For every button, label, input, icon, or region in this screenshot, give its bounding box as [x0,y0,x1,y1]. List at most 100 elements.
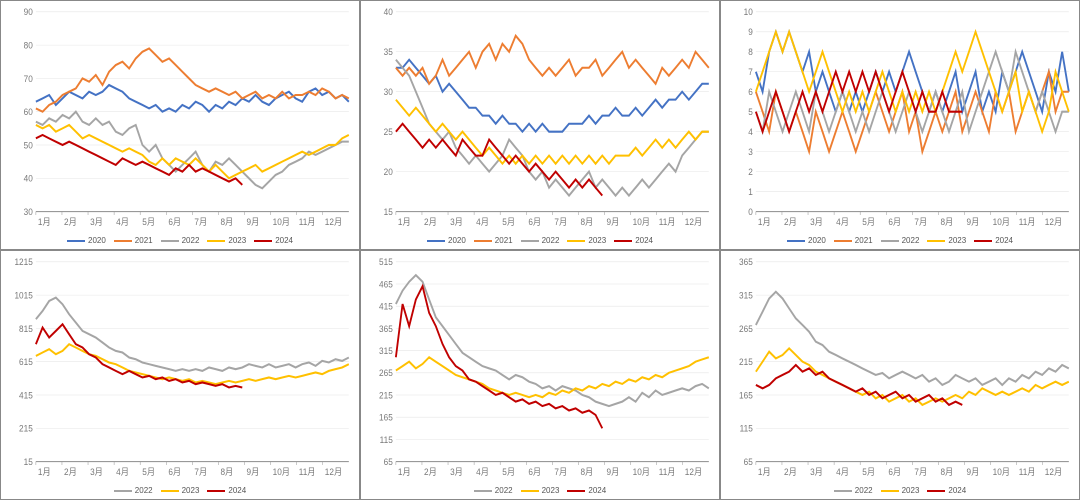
legend-label: 2023 [182,486,200,495]
svg-text:12月: 12月 [325,467,342,477]
svg-text:9月: 9月 [607,467,620,477]
svg-text:5月: 5月 [862,217,875,227]
legend-swatch [207,240,225,242]
svg-text:6月: 6月 [888,467,901,477]
svg-text:4月: 4月 [116,217,129,227]
legend-swatch [67,240,85,242]
legend-swatch [881,490,899,492]
chart-legend: 2022 2023 2024 [5,482,355,497]
svg-text:8: 8 [748,47,753,57]
svg-text:1215: 1215 [14,257,32,267]
svg-text:60: 60 [24,107,33,117]
svg-text:1月: 1月 [758,467,771,477]
svg-text:5月: 5月 [142,217,155,227]
svg-text:7: 7 [748,67,753,77]
legend-item: 2020 [67,236,106,245]
svg-text:10: 10 [744,7,753,17]
svg-text:8月: 8月 [940,217,953,227]
svg-text:7月: 7月 [194,467,207,477]
legend-item: 2024 [254,236,293,245]
svg-text:0: 0 [748,207,753,217]
svg-text:1月: 1月 [398,217,411,227]
legend-label: 2024 [275,236,293,245]
series-line-2022 [36,112,349,189]
svg-text:3月: 3月 [450,217,463,227]
legend-item: 2020 [427,236,466,245]
svg-text:7月: 7月 [194,217,207,227]
legend-swatch [567,240,585,242]
svg-text:65: 65 [744,457,753,467]
legend-label: 2022 [855,486,873,495]
legend-swatch [974,240,992,242]
svg-text:365: 365 [739,257,753,267]
svg-text:215: 215 [379,390,393,400]
series-line-2024 [396,286,602,428]
legend-swatch [427,240,445,242]
svg-text:2月: 2月 [784,217,797,227]
svg-text:1015: 1015 [14,290,32,300]
chart-area: 651151652152653153654154655151月2月3月4月5月6… [365,255,715,482]
legend-item: 2022 [114,486,153,495]
legend-item: 2023 [927,236,966,245]
chart-area: 1520253035401月2月3月4月5月6月7月8月9月10月11月12月 [365,5,715,232]
legend-swatch [881,240,899,242]
svg-text:8月: 8月 [220,467,233,477]
svg-text:30: 30 [24,207,33,217]
series-line-2020 [36,85,349,112]
legend-swatch [207,490,225,492]
svg-text:4月: 4月 [836,217,849,227]
legend-swatch [834,490,852,492]
legend-item: 2024 [974,236,1013,245]
series-line-2024 [756,365,962,405]
svg-text:115: 115 [380,434,393,444]
svg-text:6: 6 [748,87,753,97]
chart-panel: 15215415615815101512151月2月3月4月5月6月7月8月9月… [0,250,360,500]
svg-text:10月: 10月 [273,217,290,227]
svg-text:4月: 4月 [476,467,489,477]
legend-item: 2023 [161,486,200,495]
legend-label: 2022 [495,486,513,495]
legend-label: 2024 [228,486,246,495]
chart-svg: 1520253035401月2月3月4月5月6月7月8月9月10月11月12月 [365,5,715,232]
svg-text:65: 65 [384,457,393,467]
legend-swatch [114,240,132,242]
legend-label: 2023 [948,236,966,245]
legend-label: 2023 [902,486,920,495]
svg-text:315: 315 [379,346,393,356]
svg-text:15: 15 [24,457,33,467]
chart-panel: 651151652152653153651月2月3月4月5月6月7月8月9月10… [720,250,1080,500]
legend-item: 2024 [207,486,246,495]
chart-grid: 304050607080901月2月3月4月5月6月7月8月9月10月11月12… [0,0,1080,500]
svg-text:10月: 10月 [273,467,290,477]
legend-swatch [927,490,945,492]
legend-swatch [614,240,632,242]
chart-panel: 1520253035401月2月3月4月5月6月7月8月9月10月11月12月2… [360,0,720,250]
legend-label: 2023 [588,236,606,245]
legend-label: 2022 [182,236,200,245]
svg-text:1: 1 [748,187,753,197]
svg-text:3月: 3月 [810,467,823,477]
svg-text:415: 415 [19,390,33,400]
svg-text:315: 315 [739,290,753,300]
svg-text:11月: 11月 [659,217,676,227]
legend-label: 2024 [995,236,1013,245]
svg-text:215: 215 [739,357,753,367]
svg-text:365: 365 [379,323,393,333]
svg-text:70: 70 [24,73,33,83]
legend-item: 2023 [207,236,246,245]
svg-text:515: 515 [379,257,393,267]
svg-text:6月: 6月 [888,217,901,227]
svg-text:3月: 3月 [90,467,103,477]
series-line-2023 [396,357,709,397]
legend-item: 2023 [521,486,560,495]
legend-label: 2020 [448,236,466,245]
svg-text:6月: 6月 [168,467,181,477]
chart-legend: 202220232024 [725,482,1075,497]
svg-text:10月: 10月 [633,217,650,227]
chart-svg: 15215415615815101512151月2月3月4月5月6月7月8月9月… [5,255,355,482]
legend-label: 2021 [135,236,153,245]
legend-label: 2024 [635,236,653,245]
svg-text:6月: 6月 [528,467,541,477]
series-line-2023 [36,125,349,178]
svg-text:165: 165 [739,390,753,400]
